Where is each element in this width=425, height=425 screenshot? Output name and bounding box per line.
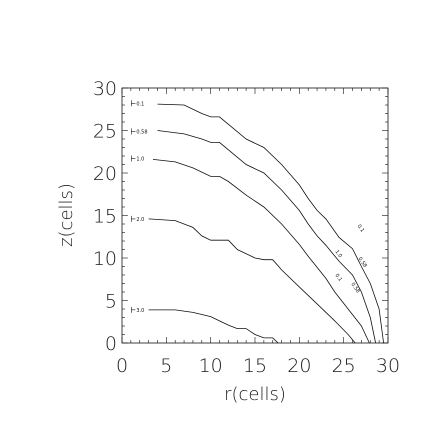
y-tick-label: 0 [105, 333, 117, 355]
contour-labels: 0.1 0.58 1.0 2.0 3.0 0.1 1.0 0.58 0.1 0.58 [131, 100, 368, 314]
x-axis-title: r(cells) [224, 384, 286, 405]
contour-line-0-58 [157, 130, 376, 344]
y-axis-title: z(cells) [56, 183, 77, 247]
x-tick-label: 0 [116, 355, 128, 377]
contour-label-inline: 0.1 [334, 273, 343, 283]
x-tick-label: 25 [332, 355, 356, 377]
y-tick-label: 20 [93, 163, 117, 185]
contour-label-inline: 0.1 [356, 224, 365, 234]
contour-line-2-0 [148, 218, 356, 344]
contour-label: 1.0 [136, 157, 144, 163]
x-tick-label: 30 [376, 355, 400, 377]
x-tick-labels: 0 5 10 15 20 25 30 [116, 355, 400, 377]
y-tick-label: 5 [105, 291, 117, 313]
axis-ticks [121, 87, 389, 344]
contour-label-inline: 0.58 [349, 282, 360, 295]
x-tick-label: 5 [160, 355, 172, 377]
contour-label: 0.1 [136, 101, 144, 107]
contour-label-inline: 1.0 [334, 249, 343, 259]
x-tick-label: 15 [243, 355, 267, 377]
y-tick-label: 15 [93, 206, 117, 228]
contour-label-inline: 0.58 [357, 256, 368, 269]
contour-label: 2.0 [136, 217, 144, 223]
y-tick-labels: 0 5 10 15 20 25 30 [93, 78, 117, 355]
y-tick-label: 10 [93, 248, 117, 270]
contour-line-0-1 [157, 103, 384, 344]
plot-frame [121, 87, 389, 344]
y-tick-label: 25 [93, 121, 117, 143]
contour-lines [148, 103, 384, 344]
x-tick-label: 20 [287, 355, 311, 377]
y-tick-label: 30 [93, 78, 117, 100]
contour-line-1-0 [152, 159, 370, 344]
contour-line-3-0 [148, 309, 279, 344]
contour-label: 0.58 [136, 129, 147, 135]
contour-label: 3.0 [136, 308, 144, 314]
x-tick-label: 10 [199, 355, 223, 377]
